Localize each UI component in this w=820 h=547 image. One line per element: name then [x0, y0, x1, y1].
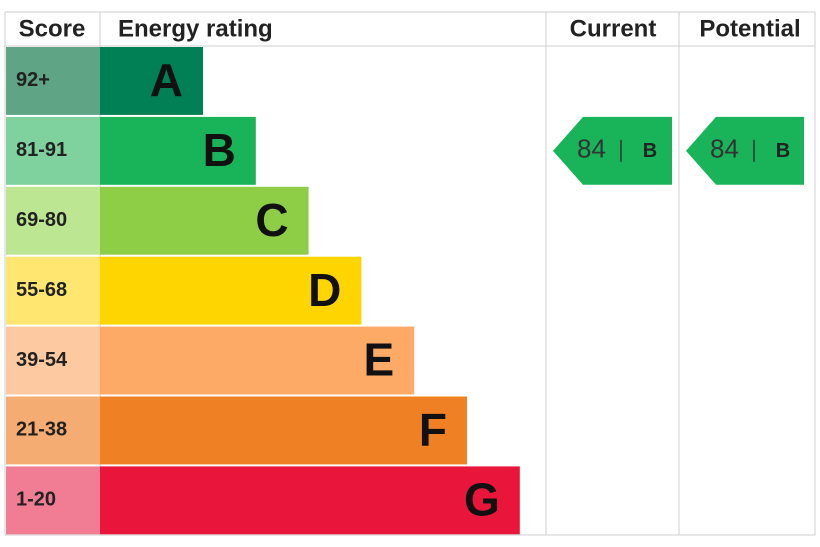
score-cell — [6, 47, 100, 115]
current-score: 84 — [577, 134, 606, 164]
score-range: 92+ — [16, 69, 50, 91]
rating-letter: A — [150, 54, 183, 106]
header-score: Score — [19, 15, 86, 42]
rating-bar — [100, 256, 362, 325]
rows: 92+ A 81-91 B 69-80 C 55-68 D 39-54 E 21-38 F 1-20 G 8… — [6, 47, 804, 535]
score-range: 55-68 — [16, 279, 67, 301]
rating-letter: C — [255, 194, 288, 246]
current-arrow — [553, 116, 672, 185]
rating-bar — [100, 396, 467, 465]
current-letter: B — [643, 140, 657, 162]
score-cell — [6, 116, 100, 185]
rating-letter: E — [364, 334, 395, 386]
potential-letter: B — [776, 140, 790, 162]
score-cell — [6, 256, 100, 325]
rating-bar — [100, 47, 203, 115]
potential-score: 84 — [710, 134, 739, 164]
rating-letter: B — [203, 124, 236, 176]
score-range: 21-38 — [16, 419, 67, 441]
potential-arrow — [686, 116, 804, 185]
rating-bar — [100, 186, 309, 255]
score-cell — [6, 466, 100, 535]
rating-bar — [100, 116, 256, 185]
score-cell — [6, 326, 100, 395]
header-potential: Potential — [699, 15, 800, 42]
score-cell — [6, 186, 100, 255]
score-cell — [6, 396, 100, 465]
header-current: Current — [570, 15, 657, 42]
rating-letter: D — [308, 264, 341, 316]
rating-bar — [100, 466, 520, 535]
header-energy-rating: Energy rating — [118, 15, 273, 42]
rating-letter: F — [419, 404, 447, 456]
rating-bar — [100, 326, 415, 395]
score-range: 69-80 — [16, 209, 67, 231]
score-range: 81-91 — [16, 139, 67, 161]
score-range: 1-20 — [16, 489, 56, 511]
rating-letter: G — [464, 474, 500, 526]
score-range: 39-54 — [16, 349, 68, 371]
